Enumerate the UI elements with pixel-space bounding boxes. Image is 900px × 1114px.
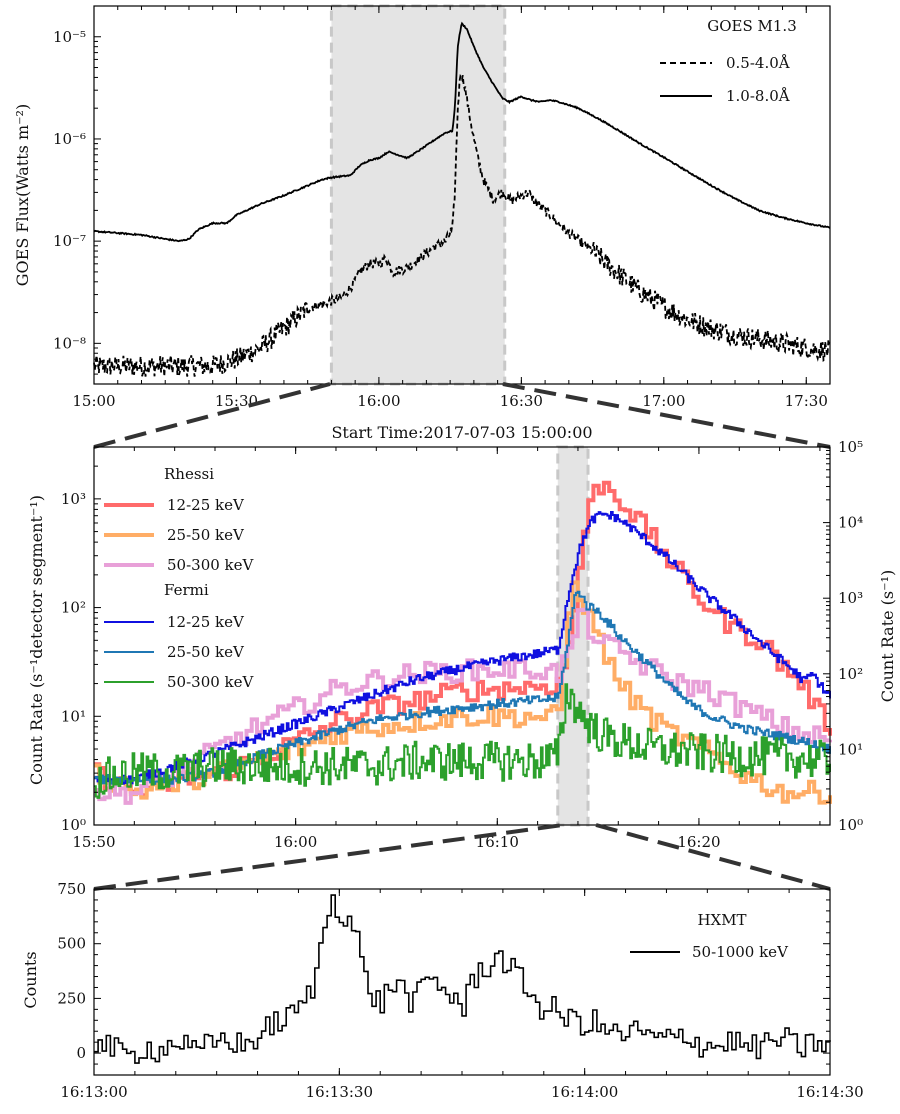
xray-right-ytick-label: 10⁴ — [838, 514, 863, 532]
xray-right-ytick-label: 10¹ — [838, 740, 863, 758]
goes-series-1 — [93, 21, 831, 243]
xray-legend-label-1: 25-50 keV — [167, 526, 245, 544]
goes-ytick-label: 10⁻⁵ — [53, 28, 86, 46]
xray-panel: 10⁰ 10¹ 10² 10³ 10⁰ 10¹ 10² 10³ 10⁴ 10⁵ 15:50 16:00… — [27, 438, 897, 851]
hxmt-legend-title: HXMT — [697, 911, 746, 929]
goes-xtick-label: 15:30 — [215, 392, 258, 410]
hxmt-xtick-label: 16:14:30 — [796, 1083, 863, 1101]
hxmt-series-0 — [94, 894, 831, 1064]
hxmt-ytick-label: 750 — [57, 880, 86, 898]
goes-legend: GOES M1.3 0.5-4.0Å 1.0-8.0Å — [660, 17, 797, 105]
hxmt-ytick-label: 500 — [57, 935, 86, 953]
hxmt-xtick-label: 16:14:00 — [551, 1083, 618, 1101]
xray-right-y-axis-label: Count Rate (s⁻¹) — [878, 570, 897, 703]
hxmt-y-axis-label: Counts — [21, 951, 40, 1008]
xray-left-ytick-label: 10¹ — [61, 707, 86, 725]
hxmt-series-group — [94, 894, 831, 1064]
xray-legend-title-fermi: Fermi — [164, 581, 209, 599]
goes-legend-label-0: 0.5-4.0Å — [726, 54, 790, 72]
goes-xtick-label: 17:00 — [642, 392, 685, 410]
zoom-connector-right-2 — [595, 823, 831, 891]
xray-xtick-label: 16:00 — [274, 833, 317, 851]
xray-legend-label-0: 12-25 keV — [167, 496, 245, 514]
hxmt-legend: HXMT 50-1000 keV — [630, 911, 789, 961]
xray-right-ytick-label: 10³ — [838, 589, 863, 607]
hxmt-panel: 0 250 500 750 16:13:00 16:13:30 16:14:00 16:14:… — [21, 880, 864, 1101]
xray-legend-label-3: 12-25 keV — [167, 613, 245, 631]
goes-xtick-label: 16:00 — [357, 392, 400, 410]
xray-series-group — [94, 480, 832, 805]
hxmt-ytick-label: 0 — [76, 1044, 86, 1062]
goes-ytick-label: 10⁻⁸ — [53, 334, 86, 352]
goes-legend-title: GOES M1.3 — [707, 17, 797, 35]
xray-legend: Rhessi 12-25 keV 25-50 keV 50-300 keV Fe… — [104, 465, 255, 691]
xray-xtick-label: 15:50 — [72, 833, 115, 851]
goes-y-axis-label: GOES Flux(Watts m⁻²) — [13, 104, 32, 286]
zoom-connector-left-1 — [93, 382, 331, 449]
xray-xtick-label: 16:20 — [677, 833, 720, 851]
hxmt-ytick-label: 250 — [57, 989, 86, 1007]
goes-series-0 — [93, 73, 831, 377]
xray-right-ytick-label: 10⁰ — [838, 816, 863, 834]
xray-series-2 — [94, 607, 832, 805]
goes-panel: 10⁻⁸ 10⁻⁷ 10⁻⁶ 10⁻⁵ 15:00 15:30 16:00 16:30 17:0… — [13, 4, 831, 442]
xray-left-ytick-label: 10⁰ — [61, 816, 86, 834]
goes-ytick-label: 10⁻⁷ — [53, 232, 86, 250]
xray-legend-label-4: 25-50 keV — [167, 643, 245, 661]
xray-right-ytick-label: 10⁵ — [838, 438, 863, 456]
goes-ticks: 10⁻⁸ 10⁻⁷ 10⁻⁶ 10⁻⁵ 15:00 15:30 16:00 16:30 17:0… — [53, 5, 831, 410]
xray-plot-frame — [93, 446, 831, 826]
xray-legend-label-5: 50-300 keV — [167, 673, 255, 691]
xray-legend-title-rhessi: Rhessi — [164, 465, 214, 483]
xray-left-ytick-label: 10² — [61, 599, 86, 617]
xray-legend-label-2: 50-300 keV — [167, 556, 255, 574]
hxmt-ticks: 0 250 500 750 16:13:00 16:13:30 16:14:00 16:14:… — [57, 880, 863, 1101]
zoom-connector-left-2 — [93, 823, 564, 891]
hxmt-xtick-label: 16:13:30 — [306, 1083, 373, 1101]
xray-ticks: 10⁰ 10¹ 10² 10³ 10⁰ 10¹ 10² 10³ 10⁴ 10⁵ 15:50 16:00… — [61, 438, 863, 851]
goes-series-group — [93, 21, 831, 377]
goes-ytick-label: 10⁻⁶ — [53, 130, 86, 148]
goes-legend-label-1: 1.0-8.0Å — [726, 87, 790, 105]
hxmt-legend-label-0: 50-1000 keV — [692, 943, 789, 961]
hxmt-xtick-label: 16:13:00 — [60, 1083, 127, 1101]
goes-xtick-label: 16:30 — [500, 392, 543, 410]
goes-x-axis-label: Start Time:2017-07-03 15:00:00 — [331, 423, 592, 442]
goes-xtick-label: 15:00 — [72, 392, 115, 410]
xray-xtick-label: 16:10 — [476, 833, 519, 851]
zoom-connector-right-1 — [502, 382, 831, 449]
xray-left-ytick-label: 10³ — [61, 490, 86, 508]
goes-xtick-label: 17:30 — [785, 392, 828, 410]
xray-series-5 — [94, 683, 831, 799]
xray-left-y-axis-label: Count Rate (s⁻¹detector segment⁻¹) — [27, 495, 46, 785]
xray-right-ytick-label: 10² — [838, 665, 863, 683]
goes-plot-frame — [93, 5, 831, 385]
goes-highlight-region — [329, 4, 507, 386]
